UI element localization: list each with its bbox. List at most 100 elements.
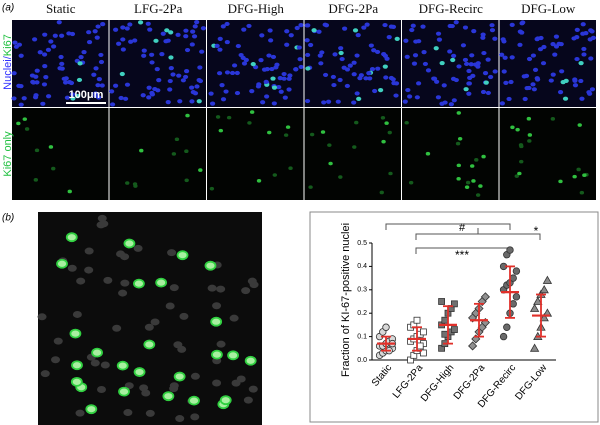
nucleus [390,77,396,82]
nucleus [589,87,596,92]
annotation: # [459,222,466,234]
nucleus [112,324,122,332]
nucleus [98,52,104,58]
nucleus [297,57,303,62]
ki67-spot [388,171,393,176]
nucleus [150,318,160,326]
nucleus [194,84,200,89]
ki67-spot [184,178,189,183]
nucleus [394,36,400,41]
ki67-spot [133,184,138,188]
nucleus [168,30,174,35]
nucleus [509,22,515,27]
nucleus [386,35,392,40]
nucleus [433,46,439,51]
nucleus [224,70,231,75]
nucleus [189,99,195,104]
y-tick-label: 0.2 [357,310,367,317]
nucleus [179,312,189,320]
nucleus [356,96,362,101]
nucleus [342,26,348,31]
nucleus [481,50,487,56]
nucleus [298,64,304,70]
nucleus [351,60,357,65]
point [499,332,508,341]
nucleus [499,101,505,106]
ki67-spot [209,186,215,191]
nucleus [284,29,290,34]
column-header: Static [46,1,76,16]
nucleus [152,86,158,92]
nucleus [537,47,544,52]
nucleus [464,61,470,67]
ki67-nucleus [227,350,239,361]
row-label-part: Ki67 [2,34,14,56]
nucleus [405,87,411,93]
row-label: Nuclei/Ki67 [2,34,14,90]
nucleus [231,63,238,68]
nucleus [489,23,495,28]
ki67-spot [579,190,585,195]
nucleus [364,22,370,27]
x-tick-label-group: Static [370,363,395,389]
nucleus [249,88,255,94]
ki67-spot [519,159,524,164]
nucleus [33,93,39,98]
nucleus [127,22,133,27]
annotation: *** [455,248,469,262]
ki67-nucleus [133,367,146,377]
ki67-spot [24,127,30,131]
ki67-nucleus [211,349,223,360]
column-header: DFG-High [228,1,285,16]
ki67-spot [215,115,221,119]
nucleus [456,64,462,69]
nucleus [96,77,102,82]
y-axis-title: Fraction of KI-67-positive nuclei [340,223,352,377]
nucleus [184,69,190,74]
ki67-spot [456,176,461,181]
nucleus [590,35,597,40]
ki67-spot [174,137,180,142]
nucleus [37,313,47,321]
nucleus [502,55,508,60]
nucleus [462,25,469,30]
nucleus [382,64,388,69]
nucleus [75,409,85,417]
ki67-spot [478,184,483,188]
nucleus [58,54,64,60]
nucleus [113,27,119,32]
point [480,292,490,302]
nucleus [463,87,469,92]
nucleus [335,99,341,104]
ki67-image [402,108,499,200]
ki67-spot [577,123,582,127]
nucleus [492,36,498,41]
nucleus [212,302,222,310]
nucleus [75,94,81,99]
ki67-spot [514,174,519,178]
nucleus [268,38,274,43]
nucleus [92,29,98,34]
nucleus [208,91,214,96]
ki67-spot [171,152,177,156]
ki67-nucleus [70,376,83,387]
nucleus [286,87,292,92]
nucleus [534,76,540,81]
nucleus [224,39,230,45]
nucleus [56,20,62,25]
nucleus [550,42,556,47]
nucleus [294,25,300,31]
nucleus [435,95,442,100]
ki67-spot [456,111,461,115]
nucleus [317,53,323,58]
nucleus [153,38,159,43]
point [503,323,511,331]
column-header: LFG-2Pa [134,1,183,16]
nucleus [217,47,223,52]
nucleus [351,72,357,77]
ki67-nucleus [123,238,136,249]
nucleus [224,21,230,27]
nucleus [517,29,523,34]
nucleus [330,74,337,80]
ki67-spot [249,110,255,114]
